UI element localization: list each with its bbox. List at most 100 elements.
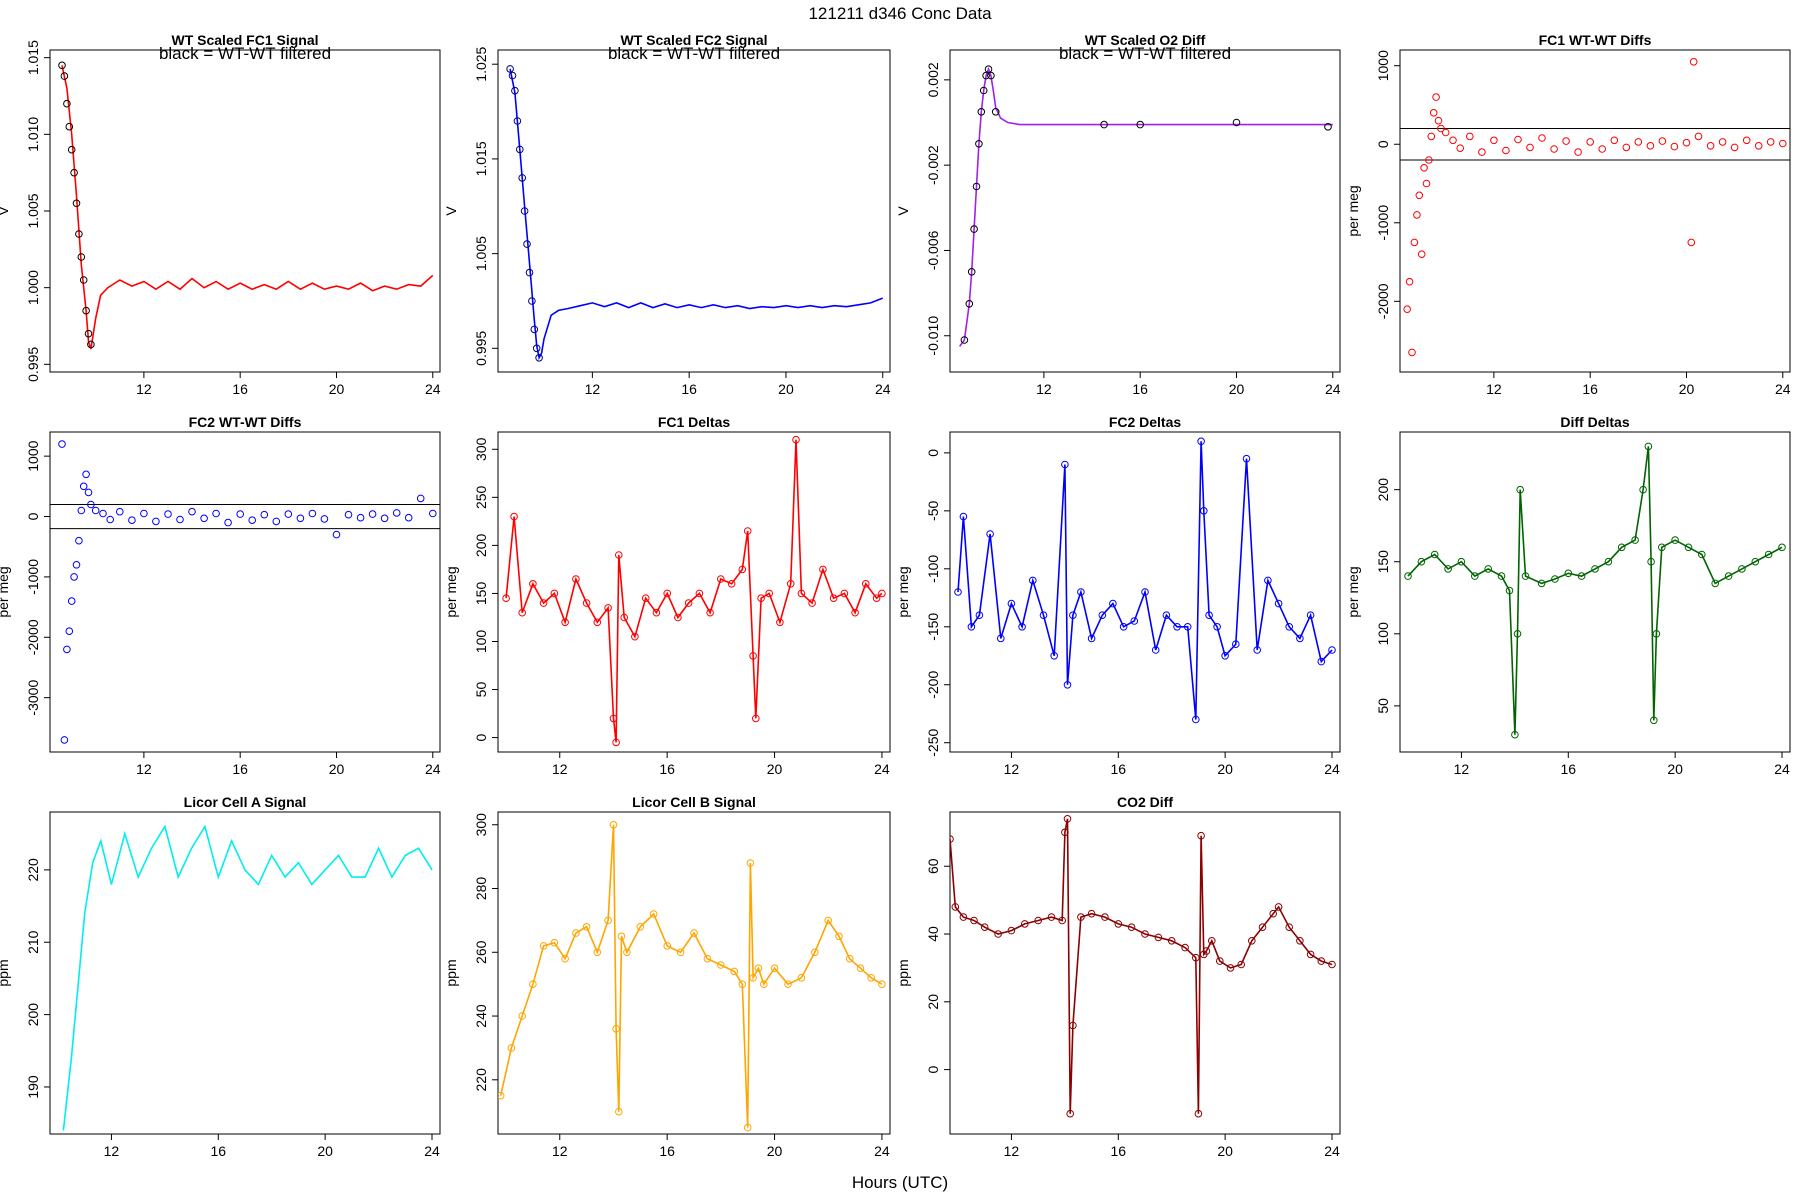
x-tick-label: 24 xyxy=(424,1143,440,1159)
x-tick-label: 12 xyxy=(552,761,568,777)
plot-area xyxy=(950,815,1336,1118)
plot-frame xyxy=(49,431,441,753)
data-point xyxy=(967,268,976,276)
x-tick-label: 24 xyxy=(1324,1143,1340,1159)
data-point xyxy=(1778,543,1786,552)
series-line xyxy=(61,65,434,350)
y-tick-label: 280 xyxy=(473,877,489,901)
x-tick-label: 16 xyxy=(232,761,248,777)
data-point xyxy=(296,514,305,523)
data-point xyxy=(754,964,763,973)
data-point xyxy=(959,512,968,521)
plot-area xyxy=(1404,442,1786,739)
data-point xyxy=(1296,937,1304,945)
y-tick-label: 100 xyxy=(1375,622,1391,646)
y-tick-label: 1.015 xyxy=(473,141,489,176)
data-point xyxy=(1622,143,1631,152)
plot-area xyxy=(502,435,886,747)
y-tick-label: 1.025 xyxy=(473,46,489,81)
data-point xyxy=(320,515,329,523)
data-point xyxy=(1285,623,1293,631)
x-tick-label: 16 xyxy=(1110,761,1126,777)
data-point xyxy=(77,253,86,261)
chart-panel-p11: CO2 Diff ppm 12 16 20 24 0 20 40 60 xyxy=(895,794,1341,1159)
data-point xyxy=(1417,557,1426,566)
plot-frame xyxy=(949,811,1341,1135)
chart-panel-p10: Licor Cell B Signal ppm 12 16 20 24 220 240 260 2… xyxy=(443,794,891,1159)
data-point xyxy=(1420,164,1428,172)
y-axis-label: per meg xyxy=(1345,185,1361,236)
chart-title: CO2 Diff xyxy=(1117,794,1173,810)
data-point xyxy=(1422,179,1431,188)
chart-title: FC2 WT-WT Diffs xyxy=(189,414,302,430)
data-point xyxy=(1063,681,1072,689)
x-tick-label: 16 xyxy=(210,1143,226,1159)
data-point xyxy=(797,589,806,598)
y-tick-label: 210 xyxy=(25,930,41,954)
data-point xyxy=(1586,138,1594,146)
y-axis-label: ppm xyxy=(895,959,911,986)
y-tick-label: 300 xyxy=(473,437,489,461)
y-tick-label: 190 xyxy=(25,1075,41,1099)
y-tick-label: 0 xyxy=(473,733,489,741)
chart-title: Diff Deltas xyxy=(1560,414,1629,430)
data-point xyxy=(1577,572,1586,580)
data-point xyxy=(523,240,531,248)
y-tick-label: 1.010 xyxy=(25,117,41,152)
data-point xyxy=(528,297,536,305)
x-tick-label: 16 xyxy=(659,761,675,777)
plot-area xyxy=(62,824,433,1131)
data-point xyxy=(987,71,995,80)
y-tick-label: 50 xyxy=(1375,698,1391,714)
data-point xyxy=(797,974,806,982)
y-tick-label: 150 xyxy=(1375,550,1391,574)
data-point xyxy=(703,954,712,963)
data-point xyxy=(730,967,739,976)
data-point xyxy=(1151,646,1160,654)
data-point xyxy=(960,336,969,344)
data-point xyxy=(1007,599,1016,608)
data-point xyxy=(1425,156,1433,164)
data-point xyxy=(1764,550,1773,559)
data-point xyxy=(260,510,269,519)
data-point xyxy=(1306,950,1315,959)
y-tick-label: 40 xyxy=(925,926,941,942)
data-point xyxy=(212,509,220,518)
data-point xyxy=(1538,134,1546,142)
chart-title: WT Scaled FC1 Signal xyxy=(171,32,318,48)
y-tick-label: -2000 xyxy=(25,619,41,655)
data-point xyxy=(507,1044,516,1052)
x-tick-label: 20 xyxy=(317,1143,333,1159)
data-point xyxy=(984,65,993,73)
data-point xyxy=(1639,485,1647,494)
data-point xyxy=(1516,485,1524,494)
y-tick-label: -150 xyxy=(925,613,941,641)
data-point xyxy=(1167,937,1176,945)
x-tick-label: 20 xyxy=(1217,1143,1233,1159)
data-point xyxy=(1141,588,1149,596)
data-point xyxy=(1434,116,1443,125)
data-point xyxy=(770,964,779,973)
data-point xyxy=(1087,634,1096,643)
data-point xyxy=(1457,557,1466,566)
data-point xyxy=(980,923,989,932)
data-point xyxy=(1652,630,1661,638)
plot-area xyxy=(958,65,1333,347)
data-point xyxy=(506,65,514,73)
data-point xyxy=(416,494,425,503)
data-point xyxy=(513,117,522,125)
x-tick-label: 24 xyxy=(1325,381,1341,397)
data-point xyxy=(593,948,602,957)
data-point xyxy=(1670,142,1679,151)
data-point xyxy=(84,488,93,497)
y-tick-label: -250 xyxy=(925,729,941,757)
data-point xyxy=(717,961,725,969)
data-point xyxy=(1136,120,1144,129)
data-point xyxy=(82,470,90,479)
chart-title: Licor Cell A Signal xyxy=(184,794,307,810)
data-point xyxy=(674,613,682,622)
data-point xyxy=(1058,916,1066,925)
data-point xyxy=(1413,211,1421,219)
data-point xyxy=(757,594,765,603)
